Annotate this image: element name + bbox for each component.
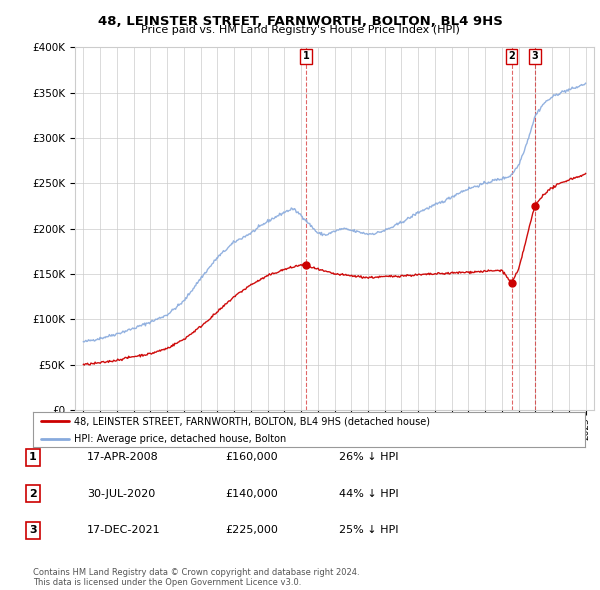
Text: 3: 3: [29, 526, 37, 535]
Text: HPI: Average price, detached house, Bolton: HPI: Average price, detached house, Bolt…: [74, 434, 287, 444]
Text: Price paid vs. HM Land Registry's House Price Index (HPI): Price paid vs. HM Land Registry's House …: [140, 25, 460, 35]
Text: 48, LEINSTER STREET, FARNWORTH, BOLTON, BL4 9HS (detached house): 48, LEINSTER STREET, FARNWORTH, BOLTON, …: [74, 417, 430, 427]
Text: £140,000: £140,000: [225, 489, 278, 499]
Text: £225,000: £225,000: [225, 526, 278, 535]
Text: Contains HM Land Registry data © Crown copyright and database right 2024.
This d: Contains HM Land Registry data © Crown c…: [33, 568, 359, 587]
Text: £160,000: £160,000: [225, 453, 278, 462]
Text: 2: 2: [508, 51, 515, 61]
Text: 25% ↓ HPI: 25% ↓ HPI: [339, 526, 398, 535]
Text: 2: 2: [29, 489, 37, 499]
Text: 26% ↓ HPI: 26% ↓ HPI: [339, 453, 398, 462]
Text: 3: 3: [532, 51, 538, 61]
Text: 44% ↓ HPI: 44% ↓ HPI: [339, 489, 398, 499]
Text: 17-DEC-2021: 17-DEC-2021: [87, 526, 161, 535]
Text: 30-JUL-2020: 30-JUL-2020: [87, 489, 155, 499]
Text: 17-APR-2008: 17-APR-2008: [87, 453, 159, 462]
Text: 1: 1: [302, 51, 309, 61]
Text: 48, LEINSTER STREET, FARNWORTH, BOLTON, BL4 9HS: 48, LEINSTER STREET, FARNWORTH, BOLTON, …: [98, 15, 502, 28]
Text: 1: 1: [29, 453, 37, 462]
